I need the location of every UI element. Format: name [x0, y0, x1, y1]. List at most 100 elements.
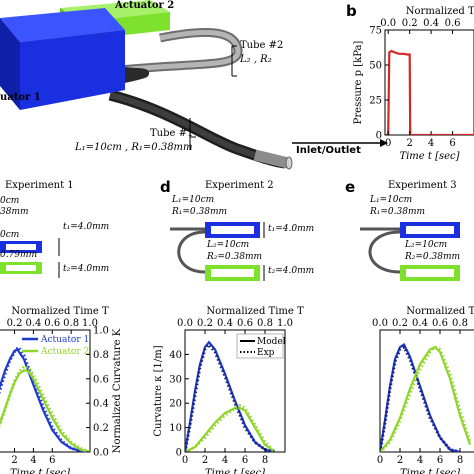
chart-d-toptick-label: 0.4	[217, 318, 233, 329]
d-l2: L₂=10cm	[207, 240, 250, 250]
chart-e-series-3	[380, 345, 472, 452]
panel-b-letter: b	[346, 2, 357, 20]
chart-c-toptick-label: 0.8	[63, 318, 79, 329]
chart-e-xtick-label: 6	[437, 455, 443, 466]
chart-c-toptick-label: 0.2	[7, 318, 23, 329]
chart-b-xtick-label: 2	[406, 138, 412, 149]
chart-b-ytick-label: 75	[369, 26, 382, 37]
d-t1: t₁=4.0mm	[268, 224, 315, 234]
chart-c-series-2	[0, 369, 91, 452]
chart-e-toptick-label: 0.0	[372, 318, 388, 329]
tube-1-label: Tube #1	[150, 128, 194, 139]
e-l2: L₂=10cm	[405, 240, 448, 250]
e-r1: R₁=0.38mm	[370, 207, 426, 217]
chart-c-xtick-label: 2	[11, 455, 17, 466]
panel-c-schematic	[0, 241, 42, 274]
chart-c-xlabel: Time t [sec]	[10, 468, 70, 474]
panel-d-schematic	[170, 222, 260, 281]
chart-e-top-axis-title: Normalized Time	[406, 306, 474, 317]
chart-b-frame	[384, 29, 474, 136]
chart-c-xtick-label: 6	[49, 455, 55, 466]
chart-d-xtick-label: 6	[242, 455, 248, 466]
chart-e-xtick-label: 2	[397, 455, 403, 466]
chart-c-rtick-label: 1.0	[93, 326, 109, 337]
c-t2: t₂=4.0mm	[63, 264, 110, 274]
chart-d-legend-box	[236, 333, 284, 359]
chart-e-toptick-label: 0.4	[412, 318, 428, 329]
chart-d-ytick-label: 10	[169, 423, 182, 434]
panel-d-letter: d	[160, 178, 171, 196]
chart-e-toptick-label: 0.6	[432, 318, 448, 329]
chart-c-toptick-label: 0.4	[25, 318, 41, 329]
d-r1: R₁=0.38mm	[172, 207, 228, 217]
chart-d-ytick-label: 0	[176, 448, 182, 459]
chart-c-top-axis-title: Normalized Time T	[11, 306, 109, 317]
chart-c-rtick-label: 0.6	[93, 374, 109, 385]
chart-d-ytick-label: 40	[169, 350, 182, 361]
chart-d-ytick-label: 30	[169, 374, 182, 385]
chart-b-top-axis-title: Normalized Time	[406, 6, 474, 17]
tube-2-label: Tube #2	[240, 40, 284, 51]
d-t2: t₂=4.0mm	[268, 266, 315, 276]
experiment-1-title: Experiment 1	[5, 180, 74, 191]
d-l1: L₁=10cm	[172, 195, 215, 205]
chart-b-toptick-label: 0.4	[423, 18, 439, 29]
chart-e-xtick-label: 4	[417, 455, 423, 466]
chart-c-legend-label: Actuator 2	[40, 347, 89, 357]
chart-c-toptick-label: 1.0	[82, 318, 98, 329]
actuator-1-block	[0, 8, 125, 110]
chart-d-xtick-label: 4	[222, 455, 228, 466]
chart-c-legend-label: Actuator 1	[40, 335, 89, 345]
chart-d-ylabel: Curvature κ [1/m]	[153, 345, 164, 436]
actuator-1-label: uator 1	[0, 92, 41, 103]
d-r2: R₂=0.38mm	[207, 252, 263, 262]
chart-c-rtick-label: 0.4	[93, 399, 109, 410]
chart-d-series-1	[185, 407, 276, 452]
chart-b-ytick-label: 50	[369, 61, 382, 72]
panel-e-schematic	[360, 222, 460, 281]
panel-e-letter: e	[345, 178, 356, 196]
c-line2: 38mm	[0, 207, 29, 217]
chart-b-xtick-label: 4	[428, 138, 434, 149]
chart-b-series-0	[386, 49, 474, 135]
chart-d-frame	[184, 329, 286, 453]
chart-b-toptick-label: 0.0	[380, 18, 396, 29]
experiment-2-title: Experiment 2	[205, 180, 274, 191]
chart-d-series-3	[185, 403, 277, 452]
tube-1-params: L₁=10cm , R₁=0.38mm	[75, 142, 193, 153]
chart-d-xtick-label: 2	[202, 455, 208, 466]
chart-b-xtick-label: 0	[385, 138, 391, 149]
e-r2: R₂=0.38mm	[405, 252, 461, 262]
chart-d-toptick-label: 0.8	[257, 318, 273, 329]
chart-d-legend-label: Exp	[257, 348, 275, 358]
chart-d-toptick-label: 0.2	[197, 318, 213, 329]
chart-d-xtick-label: 8	[262, 455, 268, 466]
e-l1: L₁=10cm	[370, 195, 413, 205]
chart-d-top-axis-title: Normalized Time T	[206, 306, 304, 317]
chart-c-rtick-label: 0.2	[93, 423, 109, 434]
inlet-outlet-label: Inlet/Outlet	[296, 145, 361, 156]
chart-e-toptick-label: 0.8	[452, 318, 468, 329]
chart-c-xtick-label: 4	[30, 455, 36, 466]
chart-c-right-label: Normalized Curvature K	[112, 328, 123, 453]
chart-d-legend-label: Model	[257, 337, 286, 347]
chart-b-xtick-label: 6	[449, 138, 455, 149]
chart-b-xlabel: Time t [sec]	[399, 151, 459, 162]
chart-b-ytick-label: 25	[369, 96, 382, 107]
c-line3: 0cm	[0, 230, 20, 240]
c-line4: 0.79mm	[0, 250, 38, 260]
chart-b-ylabel: Pressure p [kPa]	[353, 41, 364, 125]
chart-c-rtick-label: 0.8	[93, 350, 109, 361]
chart-d-toptick-label: 0.0	[177, 318, 193, 329]
c-line1: 0cm	[0, 196, 20, 206]
chart-e-series-1	[380, 344, 461, 452]
chart-d-series-0	[185, 340, 276, 452]
chart-d-toptick-label: 1.0	[277, 318, 293, 329]
chart-e-frame	[379, 329, 474, 453]
actuator-2-label: Actuator 2	[115, 0, 175, 11]
chart-e-xlabel: Time t [sec]	[400, 468, 460, 474]
chart-c-frame	[0, 329, 91, 453]
chart-b-ytick-label: 0	[376, 131, 382, 142]
chart-b-toptick-label: 0.2	[402, 18, 418, 29]
